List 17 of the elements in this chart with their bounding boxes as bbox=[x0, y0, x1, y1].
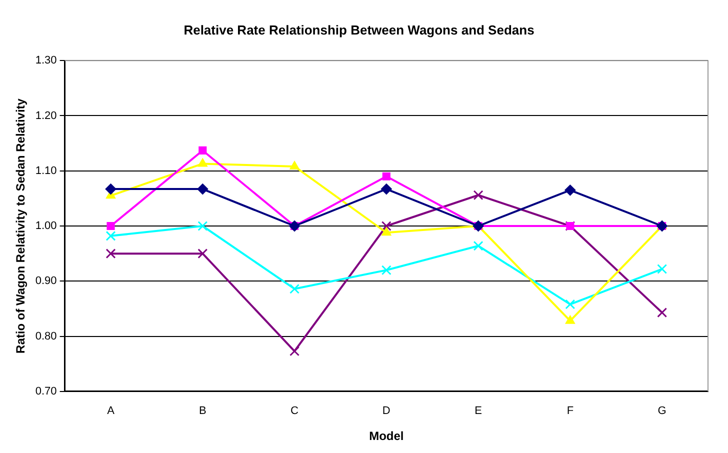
x-tick-label: G bbox=[658, 405, 666, 418]
y-tick-label: 1.10 bbox=[35, 164, 57, 177]
x-tick-label: E bbox=[474, 405, 482, 418]
x-tick-label: D bbox=[382, 405, 390, 418]
x-tick-label: C bbox=[290, 405, 299, 418]
y-tick-label: 1.20 bbox=[35, 110, 57, 122]
x-axis-title: Model bbox=[369, 429, 404, 444]
x-tick-label: A bbox=[107, 405, 116, 418]
y-tick-label: 1.00 bbox=[35, 220, 57, 232]
y-tick-label: 1.30 bbox=[35, 54, 57, 67]
y-tick-label: 0.80 bbox=[35, 330, 57, 342]
y-axis-title: Ratio of Wagon Relativity to Sedan Relativity bbox=[14, 98, 28, 354]
x-tick-label: B bbox=[198, 405, 206, 418]
chart-title: Relative Rate Relationship Between Wagons and Sedans bbox=[184, 22, 534, 38]
x-tick-label: F bbox=[566, 405, 574, 418]
y-tick-label: 0.70 bbox=[35, 385, 57, 398]
y-tick-label: 0.90 bbox=[35, 275, 57, 288]
